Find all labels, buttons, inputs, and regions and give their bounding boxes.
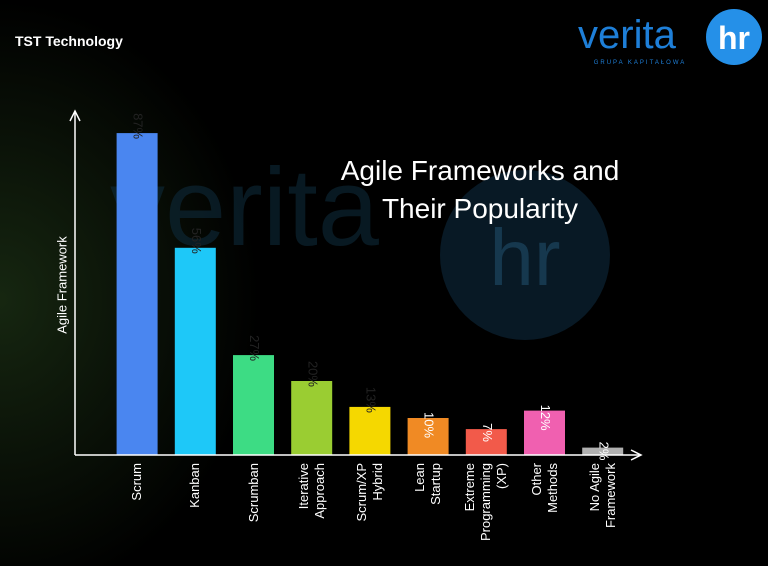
logo-badge xyxy=(706,9,762,65)
bar xyxy=(116,133,158,455)
x-tick-label: Other Methods xyxy=(528,463,560,513)
x-tick-label: Scrum/XP Hybrid xyxy=(353,463,385,522)
y-axis-label: Agile Framework xyxy=(54,236,70,334)
value-label: 20% xyxy=(305,361,320,387)
logo-tagline: GRUPA KAPITAŁOWA xyxy=(594,60,687,66)
x-tick-label: Extreme Programming (XP) xyxy=(462,463,510,542)
value-label: 13% xyxy=(363,387,378,413)
bar xyxy=(233,355,274,455)
bar xyxy=(349,406,391,455)
value-label: 27% xyxy=(247,335,262,361)
x-tick-label: Iterative Approach xyxy=(295,463,327,519)
bar xyxy=(407,418,449,455)
y-axis-arrow xyxy=(69,109,81,122)
x-tick-label: No Agile Framework xyxy=(586,463,618,529)
value-label: 2% xyxy=(596,442,611,461)
value-label: 12% xyxy=(538,405,553,431)
bar xyxy=(524,410,565,455)
logo-badge-text: hr xyxy=(718,20,750,56)
x-tick-label: Scrumban xyxy=(245,463,261,523)
value-label: 7% xyxy=(480,423,495,442)
x-tick-label: Kanban xyxy=(187,463,203,508)
value-label: 10% xyxy=(422,412,437,438)
chart-title: Agile Frameworks and Their Popularity xyxy=(340,155,620,224)
value-label: 56% xyxy=(189,228,204,254)
bar xyxy=(174,247,216,455)
bar xyxy=(465,429,507,455)
x-axis-arrow xyxy=(630,449,643,461)
watermark-badge xyxy=(440,170,610,340)
x-tick-label: Scrum xyxy=(129,463,145,501)
bar xyxy=(582,447,624,455)
brand: TST Technology xyxy=(15,33,123,49)
bar xyxy=(291,381,333,455)
value-label: 87% xyxy=(131,113,146,139)
watermark-badge-text: hr xyxy=(489,213,560,302)
x-tick-label: Lean Startup xyxy=(412,463,444,505)
logo: verita xyxy=(578,13,677,57)
